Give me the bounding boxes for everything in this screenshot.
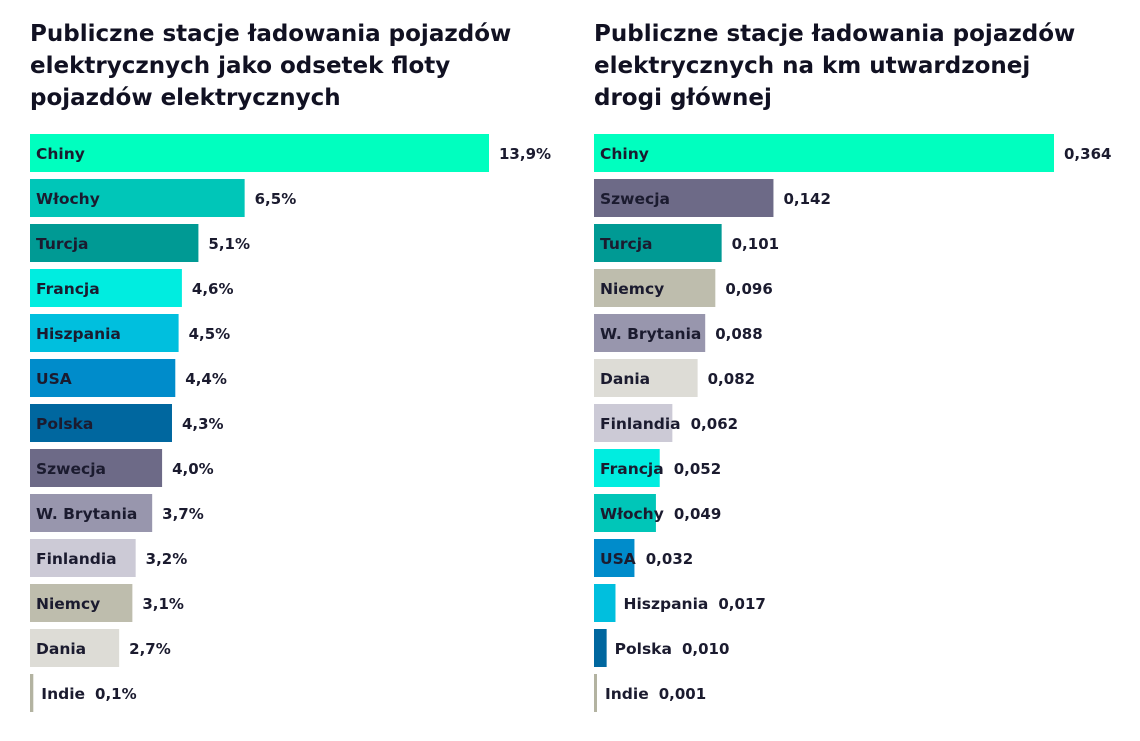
left-category-label-12: Indie (41, 685, 85, 703)
right-value-label-8: 0,049 (674, 505, 721, 523)
right-category-label-6: Finlandia (600, 415, 681, 433)
left-value-label-11: 2,7% (129, 640, 171, 658)
right-bar-9 (594, 539, 635, 577)
right-bar-1 (594, 179, 774, 217)
left-value-label-6: 4,3% (182, 415, 224, 433)
right-value-label-7: 0,052 (674, 460, 721, 478)
right-bar-5 (594, 359, 698, 397)
left-value-label-12: 0,1% (95, 685, 137, 703)
right-category-label-1: Szwecja (600, 190, 670, 208)
right-value-label-1: 0,142 (783, 190, 830, 208)
left-bar-9 (30, 539, 136, 577)
left-value-label-4: 4,5% (189, 325, 231, 343)
left-value-label-2: 5,1% (208, 235, 250, 253)
left-category-label-1: Włochy (36, 190, 100, 208)
right-value-label-9: 0,032 (646, 550, 693, 568)
chart-left-panel: Publiczne stacje ładowania pojazdów elek… (30, 0, 570, 741)
right-value-label-4: 0,088 (715, 325, 762, 343)
left-category-label-3: Francja (36, 280, 100, 298)
left-category-label-8: W. Brytania (36, 505, 137, 523)
left-bar-1 (30, 179, 245, 217)
right-bar-6 (594, 404, 673, 442)
right-category-label-9: USA (600, 550, 636, 568)
left-bar-12 (30, 674, 34, 712)
left-bar-2 (30, 224, 199, 262)
left-bar-0 (30, 134, 489, 172)
chart-right-panel: Publiczne stacje ładowania pojazdów elek… (594, 0, 1134, 741)
right-value-label-5: 0,082 (708, 370, 755, 388)
left-value-label-7: 4,0% (172, 460, 214, 478)
left-value-label-9: 3,2% (146, 550, 188, 568)
left-value-label-0: 13,9% (499, 145, 551, 163)
right-category-label-12: Indie (605, 685, 649, 703)
right-bar-3 (594, 269, 716, 307)
left-bar-11 (30, 629, 120, 667)
left-category-label-7: Szwecja (36, 460, 106, 478)
right-bar-2 (594, 224, 722, 262)
right-category-label-0: Chiny (600, 145, 649, 163)
left-bar-7 (30, 449, 163, 487)
right-category-label-7: Francja (600, 460, 664, 478)
chart-left-title: Publiczne stacje ładowania pojazdów elek… (30, 21, 512, 111)
right-category-label-4: W. Brytania (600, 325, 701, 343)
left-bar-10 (30, 584, 133, 622)
right-bar-11 (594, 629, 607, 667)
right-category-label-5: Dania (600, 370, 650, 388)
right-value-label-12: 0,001 (659, 685, 706, 703)
right-bar-8 (594, 494, 656, 532)
left-bar-8 (30, 494, 153, 532)
right-bar-7 (594, 449, 660, 487)
left-value-label-3: 4,6% (192, 280, 234, 298)
left-bar-4 (30, 314, 179, 352)
left-category-label-10: Niemcy (36, 595, 100, 613)
left-category-label-4: Hiszpania (36, 325, 121, 343)
right-value-label-10: 0,017 (718, 595, 765, 613)
right-value-label-0: 0,364 (1064, 145, 1111, 163)
left-category-label-11: Dania (36, 640, 86, 658)
right-value-label-6: 0,062 (691, 415, 738, 433)
right-bar-10 (594, 584, 616, 622)
chart-left-bars: Chiny 13,9% Włochy 6,5% Turcja 5,1% Francja 4,6… (30, 134, 551, 712)
right-category-label-2: Turcja (600, 235, 653, 253)
right-value-label-3: 0,096 (725, 280, 772, 298)
right-value-label-11: 0,010 (682, 640, 729, 658)
right-category-label-11: Polska (615, 640, 672, 658)
right-category-label-10: Hiszpania (623, 595, 708, 613)
left-category-label-5: USA (36, 370, 72, 388)
left-bar-6 (30, 404, 172, 442)
chart-right-title: Publiczne stacje ładowania pojazdów elek… (594, 21, 1076, 111)
left-category-label-6: Polska (36, 415, 93, 433)
left-value-label-8: 3,7% (162, 505, 204, 523)
right-category-label-3: Niemcy (600, 280, 664, 298)
left-bar-3 (30, 269, 182, 307)
left-value-label-5: 4,4% (185, 370, 227, 388)
left-category-label-0: Chiny (36, 145, 85, 163)
left-value-label-10: 3,1% (142, 595, 184, 613)
left-value-label-1: 6,5% (255, 190, 297, 208)
chart-right-bars: Chiny 0,364 Szwecja 0,142 Turcja 0,101 Niemcy 0… (594, 134, 1111, 712)
left-category-label-9: Finlandia (36, 550, 117, 568)
left-bar-5 (30, 359, 176, 397)
right-category-label-8: Włochy (600, 505, 664, 523)
right-bar-12 (594, 674, 597, 712)
right-value-label-2: 0,101 (732, 235, 779, 253)
right-bar-0 (594, 134, 1054, 172)
left-category-label-2: Turcja (36, 235, 89, 253)
right-bar-4 (594, 314, 706, 352)
